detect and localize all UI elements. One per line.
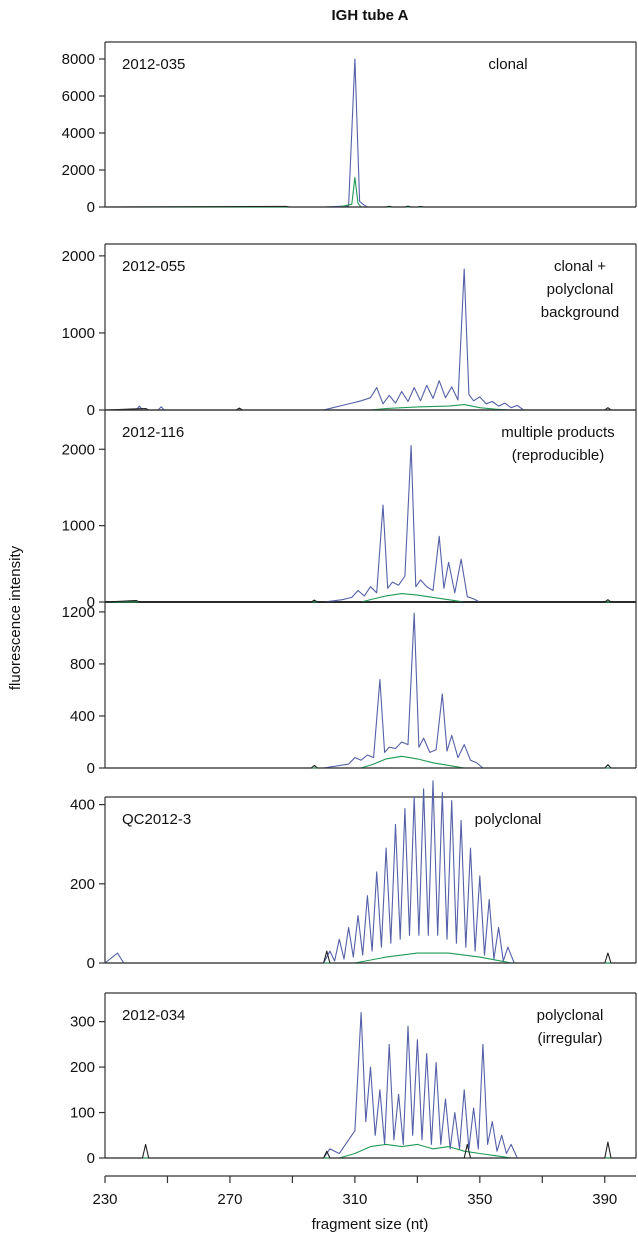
annotation-label: (irregular)	[537, 1030, 602, 1047]
sample-label: QC2012-3	[122, 811, 191, 828]
series-black-trace	[104, 407, 636, 411]
series-blue-trace	[105, 612, 636, 769]
series-green-trace	[105, 952, 636, 964]
annotation-label: (reproducible)	[512, 447, 605, 464]
annotation-label: polyclonal	[537, 1007, 604, 1024]
series-blue-trace	[105, 1011, 636, 1159]
annotation-label: polyclonal	[475, 811, 542, 828]
y-tick-label: 2000	[62, 162, 95, 179]
series-black-trace	[105, 764, 636, 769]
y-tick-label: 0	[87, 199, 95, 216]
series-blue-trace	[105, 58, 636, 208]
y-tick-label: 2000	[62, 248, 95, 265]
series-black-trace	[105, 1141, 636, 1159]
panel-1: 0 2000 4000 6000 8000 2012-035 clonal	[62, 41, 637, 216]
annotation-label: polyclonal	[547, 281, 614, 298]
sample-label: 2012-034	[122, 1007, 185, 1024]
y-tick-label: 1000	[62, 325, 95, 342]
y-tick-label: 1200	[62, 604, 95, 621]
series-green-trace	[105, 755, 636, 769]
y-tick-label: 100	[70, 1105, 95, 1122]
annotation-label: multiple products	[501, 424, 614, 441]
y-tick-label: 0	[87, 402, 95, 419]
x-tick-label: 230	[92, 1191, 117, 1208]
y-tick-label: 400	[70, 797, 95, 814]
figure-title: IGH tube A	[332, 7, 409, 24]
series-green-trace	[105, 593, 636, 603]
series-green-trace	[105, 404, 636, 411]
panel-5: 0 200 400 QC2012-3 polyclonal	[70, 780, 637, 972]
y-tick-label: 0	[87, 955, 95, 972]
series-green-trace	[105, 1143, 636, 1159]
panel-3: 0 1000 2000 2012-116 multiple products (repro…	[62, 409, 637, 611]
panel-4: 0 400 800 1200	[62, 602, 637, 777]
x-tick-label: 350	[467, 1191, 492, 1208]
y-tick-label: 200	[70, 1059, 95, 1076]
y-tick-label: 0	[87, 760, 95, 777]
y-axis-label: fluorescence intensity	[7, 545, 24, 690]
x-tick-label: 390	[592, 1191, 617, 1208]
y-tick-label: 300	[70, 1014, 95, 1031]
x-tick-label: 270	[217, 1191, 242, 1208]
series-black-trace	[105, 950, 636, 964]
y-tick-label: 8000	[62, 51, 95, 68]
x-axis-label: fragment size (nt)	[312, 1216, 429, 1233]
x-tick-label: 310	[342, 1191, 367, 1208]
y-tick-label: 6000	[62, 88, 95, 105]
y-tick-label: 1000	[62, 518, 95, 535]
sample-label: 2012-035	[122, 56, 185, 73]
sample-label: 2012-055	[122, 258, 185, 275]
panel-6: 0 100 200 300 2012-034 polyclonal (irregular)	[70, 992, 637, 1167]
series-green-trace	[105, 176, 636, 208]
y-tick-label: 200	[70, 876, 95, 893]
x-axis: 230 270 310 350 390	[92, 1175, 636, 1208]
series-black-trace	[104, 599, 636, 603]
sample-label: 2012-116	[122, 424, 184, 441]
y-tick-label: 4000	[62, 125, 95, 142]
annotation-label: background	[541, 304, 619, 321]
y-tick-label: 800	[70, 656, 95, 673]
y-tick-label: 0	[87, 594, 95, 611]
series-blue-trace	[104, 780, 636, 964]
y-tick-label: 400	[70, 708, 95, 725]
series-blue-trace	[105, 444, 636, 603]
series-black-trace	[104, 205, 636, 208]
y-tick-label: 0	[87, 1150, 95, 1167]
panel-2: 0 1000 2000 2012-055 clonal + polyclonal backg…	[62, 243, 637, 419]
annotation-label: clonal +	[554, 258, 606, 275]
y-tick-label: 2000	[62, 441, 95, 458]
annotation-label: clonal	[488, 56, 527, 73]
